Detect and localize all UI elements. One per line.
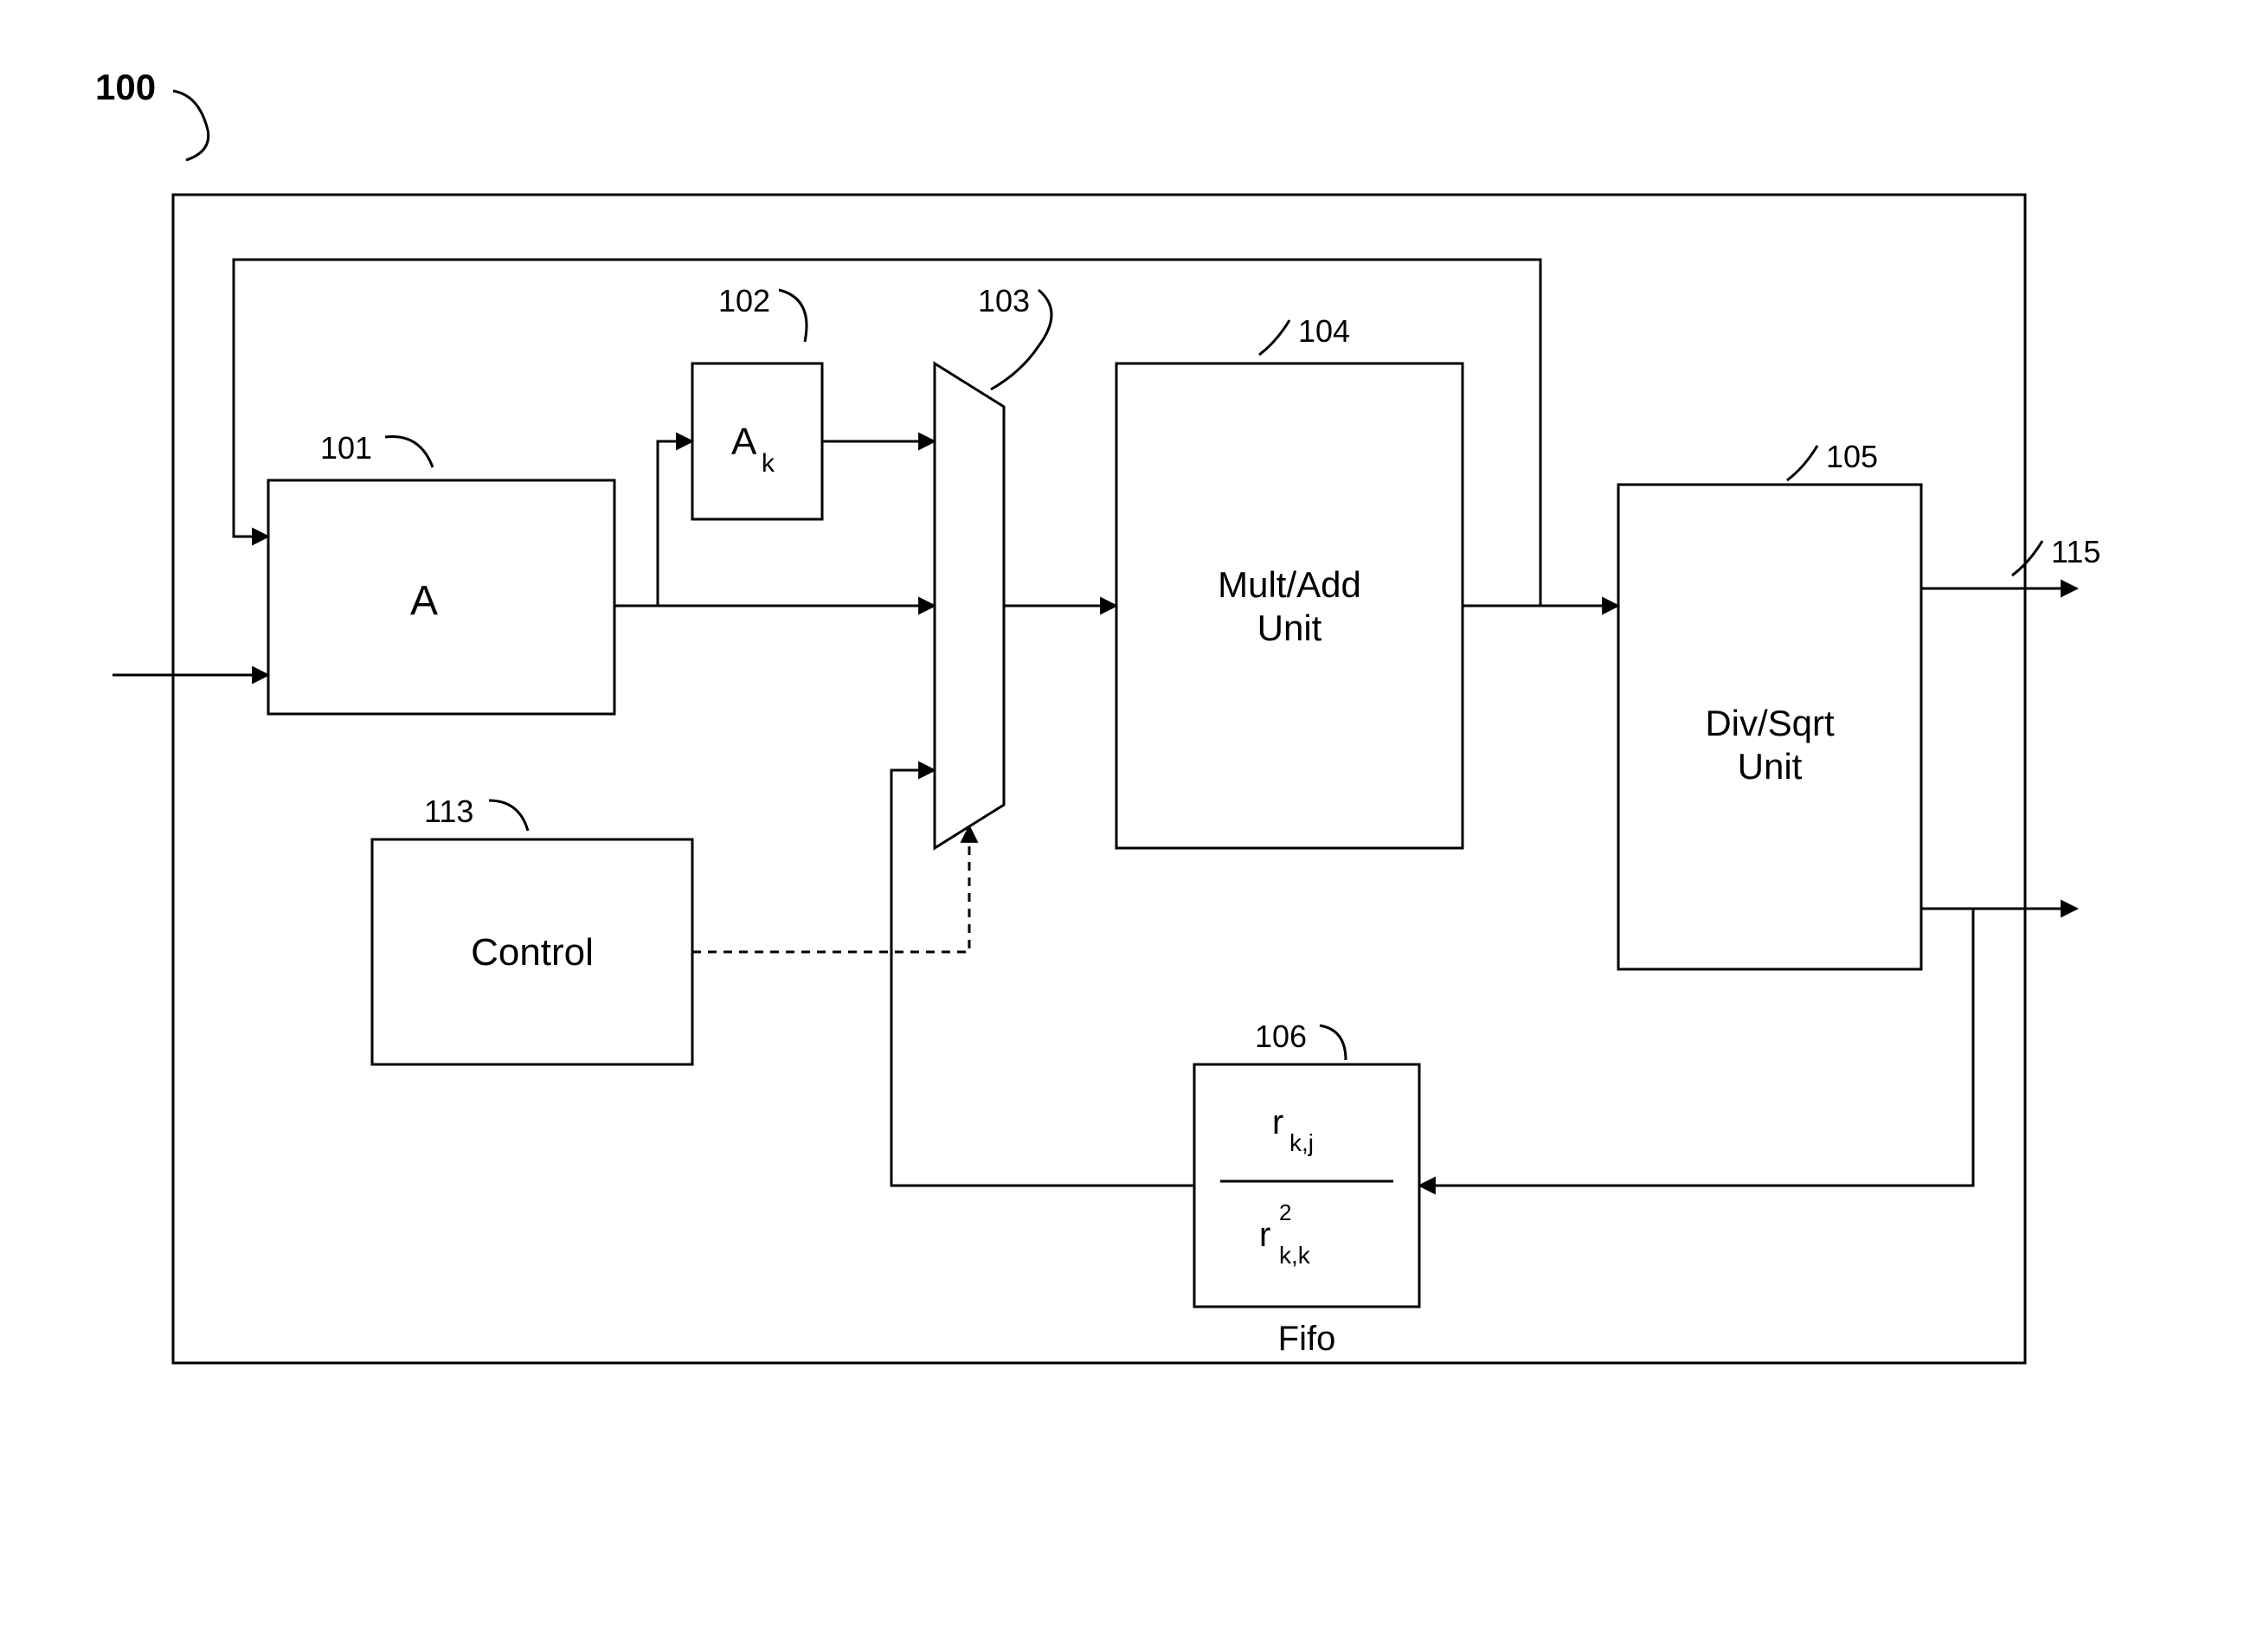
mux-ref: 103 xyxy=(978,283,1030,318)
out-ref: 115 xyxy=(2051,534,2100,569)
block-divsqrt-line2: Unit xyxy=(1738,746,1803,787)
block-divsqrt-ref: 105 xyxy=(1826,439,1878,474)
fifo-den-sub: k,k xyxy=(1279,1242,1311,1269)
block-a-ref: 101 xyxy=(320,430,372,466)
block-fifo: r k,j r 2 k,k Fifo 106 xyxy=(1194,1019,1419,1358)
block-multadd-line1: Mult/Add xyxy=(1218,564,1361,605)
title-hook xyxy=(173,91,209,160)
block-divsqrt: Div/Sqrt Unit 105 xyxy=(1618,439,1921,969)
block-multadd: Mult/Add Unit 104 xyxy=(1116,313,1463,848)
block-control-ref: 113 xyxy=(424,794,473,829)
qr-block-diagram: 100 A 101 A k 102 103 Mult/Add Unit 104 … xyxy=(0,0,2257,1652)
fifo-ref: 106 xyxy=(1255,1019,1307,1054)
fifo-num-base: r xyxy=(1272,1103,1283,1141)
diagram-ref-number: 100 xyxy=(95,67,156,107)
block-divsqrt-line1: Div/Sqrt xyxy=(1705,703,1835,743)
fifo-caption: Fifo xyxy=(1278,1320,1336,1358)
fifo-den-base: r xyxy=(1259,1216,1270,1254)
block-ak-ref: 102 xyxy=(718,283,770,318)
block-a-label: A xyxy=(410,578,438,624)
block-ak-label-sub: k xyxy=(762,449,775,478)
fifo-num-sub: k,j xyxy=(1289,1129,1314,1156)
block-control-label: Control xyxy=(471,931,594,974)
block-multadd-ref: 104 xyxy=(1298,313,1350,349)
block-ak-label-base: A xyxy=(731,421,757,463)
fifo-den-sup: 2 xyxy=(1279,1199,1291,1225)
block-multadd-line2: Unit xyxy=(1257,607,1322,648)
